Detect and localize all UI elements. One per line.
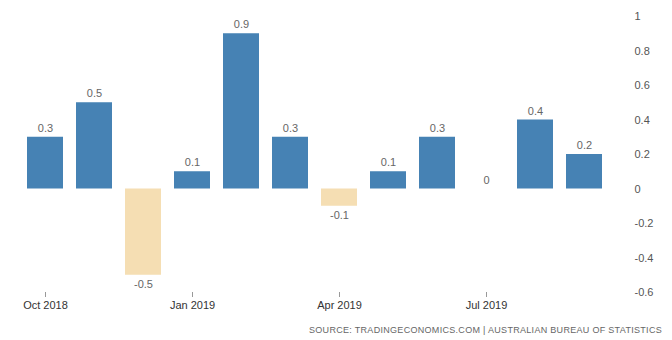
svg-text:0.1: 0.1: [381, 156, 396, 168]
svg-text:0.6: 0.6: [635, 79, 650, 91]
svg-text:0.3: 0.3: [430, 122, 445, 134]
svg-text:1: 1: [635, 10, 641, 22]
svg-text:-0.6: -0.6: [635, 286, 654, 298]
svg-text:-0.4: -0.4: [635, 252, 654, 264]
svg-text:0: 0: [635, 183, 641, 195]
svg-text:Apr 2019: Apr 2019: [317, 299, 362, 311]
svg-text:-0.2: -0.2: [635, 217, 654, 229]
svg-text:-0.5: -0.5: [134, 278, 153, 290]
svg-text:0.4: 0.4: [528, 105, 543, 117]
svg-text:Jan 2019: Jan 2019: [170, 299, 215, 311]
svg-text:0.1: 0.1: [185, 156, 200, 168]
svg-text:0.2: 0.2: [635, 148, 650, 160]
svg-text:0.2: 0.2: [577, 139, 592, 151]
svg-text:Oct 2018: Oct 2018: [23, 299, 68, 311]
svg-text:-0.1: -0.1: [330, 209, 349, 221]
svg-text:0.3: 0.3: [283, 122, 298, 134]
svg-text:0.3: 0.3: [38, 122, 53, 134]
svg-text:0: 0: [483, 174, 489, 186]
svg-text:0.4: 0.4: [635, 114, 650, 126]
html-text:SOURCE: TRADINGECONOMICS.COM |: SOURCE: TRADINGECONOMICS.COM | AUSTRALIA…: [309, 325, 662, 335]
svg-text:0.5: 0.5: [87, 87, 102, 99]
svg-text:0.8: 0.8: [635, 45, 650, 57]
svg-text:0.9: 0.9: [234, 18, 249, 30]
svg-text:Jul 2019: Jul 2019: [466, 299, 508, 311]
